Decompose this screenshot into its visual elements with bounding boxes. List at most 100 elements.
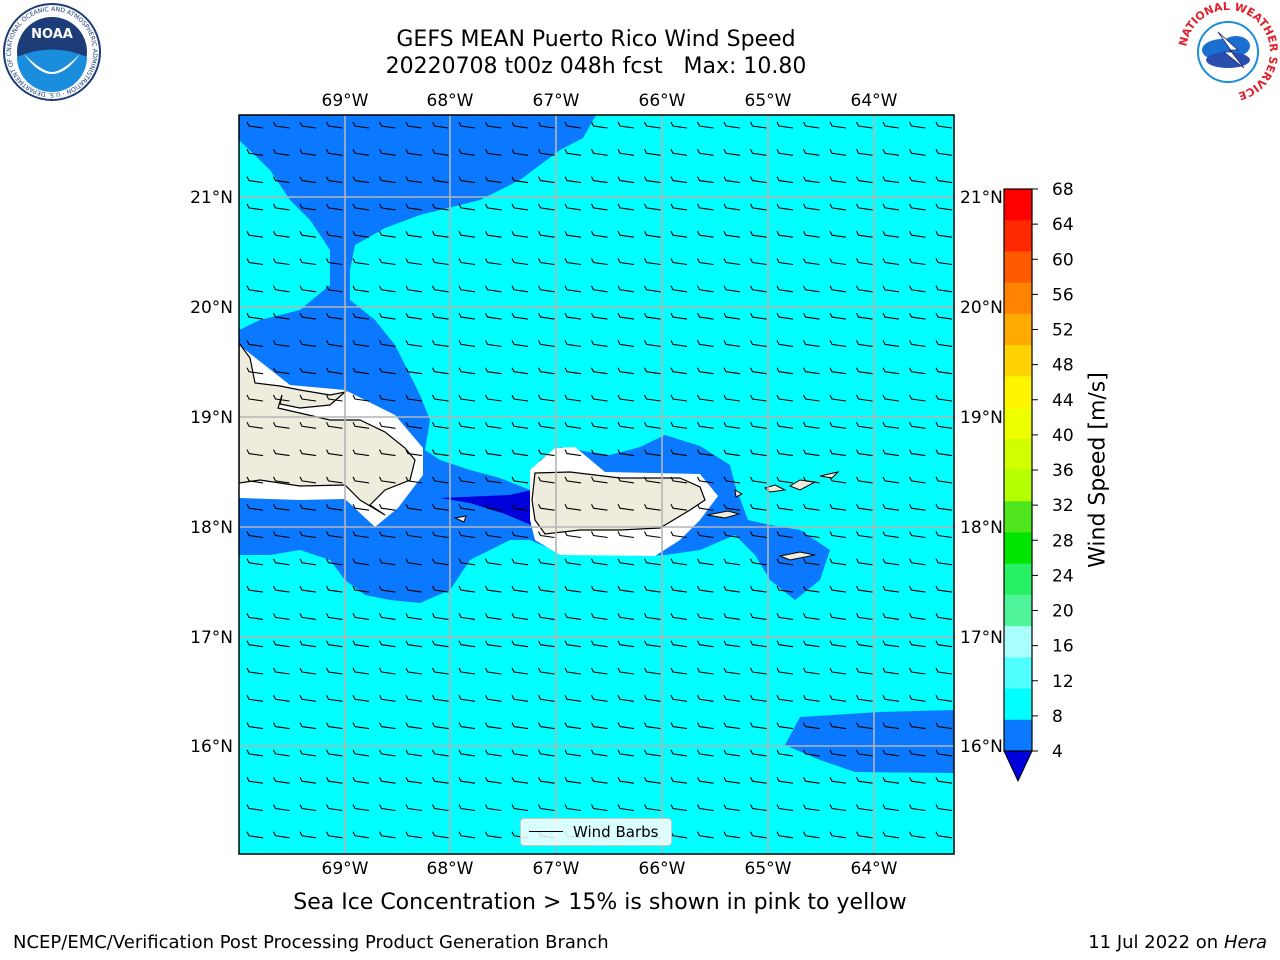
wind-barb <box>829 640 847 648</box>
wind-barb <box>644 776 661 784</box>
wind-barb <box>299 422 317 429</box>
wind-barb <box>697 749 714 757</box>
wind-barb <box>723 804 741 812</box>
lat-label-left: 16°N <box>190 737 233 757</box>
wind-barb <box>750 804 767 812</box>
wind-barb <box>511 422 529 429</box>
wind-barb <box>909 176 926 184</box>
wind-barb <box>379 176 396 184</box>
wind-barb <box>326 558 343 566</box>
wind-barb <box>352 203 370 211</box>
wind-barb <box>591 449 608 457</box>
colorbar-segment <box>1004 594 1032 627</box>
wind-barb <box>776 149 794 156</box>
wind-barb <box>352 695 370 702</box>
wind-barb <box>882 367 900 375</box>
wind-barb <box>485 176 502 184</box>
colorbar-segment <box>1004 313 1032 346</box>
wind-barb <box>803 476 820 484</box>
wind-barb <box>750 121 767 129</box>
wind-barb <box>617 722 635 730</box>
wind-barb <box>617 804 635 812</box>
wind-barb <box>458 230 476 238</box>
wind-barb <box>909 121 926 129</box>
wind-barb <box>697 176 714 184</box>
plot-subtitle: 20220708 t00z 048h fcst Max: 10.80 <box>385 54 807 79</box>
wind-barb <box>776 613 794 620</box>
wind-barb <box>379 667 396 675</box>
wind-barb <box>538 285 555 293</box>
wind-barb <box>326 531 343 539</box>
wind-barb <box>564 149 582 156</box>
wind-barb <box>538 121 555 129</box>
wind-barb <box>803 312 820 320</box>
wind-barb <box>829 749 847 757</box>
wind-barb <box>776 312 794 320</box>
wind-barb <box>485 285 502 293</box>
wind-barb <box>935 230 953 238</box>
wind-barb <box>591 203 608 211</box>
wind-barb <box>803 503 820 511</box>
wind-barb <box>856 585 873 593</box>
wind-barb <box>326 203 343 211</box>
wind-barb <box>723 640 741 648</box>
wind-barb <box>803 640 820 648</box>
wind-barb <box>432 230 449 238</box>
wind-barb <box>803 121 820 129</box>
wind-barb <box>379 585 396 593</box>
wind-barb <box>723 121 741 129</box>
wind-barb <box>856 394 873 402</box>
wind-barb <box>405 422 423 429</box>
wind-barb <box>432 558 449 566</box>
wind-barb <box>299 695 317 702</box>
wind-barb <box>882 503 900 511</box>
colorbar-tick-label: 56 <box>1052 285 1074 305</box>
wind-barb <box>670 585 688 593</box>
wind-barb <box>909 394 926 402</box>
wind-barb <box>644 531 661 539</box>
wind-barb <box>246 394 264 402</box>
wind-barb <box>352 640 370 648</box>
wind-barb <box>644 640 661 648</box>
wind-barb <box>882 340 900 347</box>
wind-barb <box>511 258 529 266</box>
wind-barb <box>273 722 290 730</box>
wind-barb <box>538 230 555 238</box>
colorbar-segment <box>1004 563 1032 596</box>
wind-barb <box>326 176 343 184</box>
wind-barb <box>405 476 423 484</box>
wind-barb <box>485 503 502 511</box>
lat-label-right: 19°N <box>960 408 1003 428</box>
wind-barb <box>882 558 900 566</box>
wind-barb <box>829 831 847 839</box>
wind-barb <box>776 585 794 593</box>
wind-barb <box>750 367 767 375</box>
wind-barb <box>564 749 582 757</box>
colorbar-segment <box>1004 220 1032 253</box>
wind-barb <box>273 367 290 375</box>
wind-barb <box>882 667 900 675</box>
wind-barb <box>352 176 370 184</box>
wind-barb <box>299 558 317 566</box>
wind-barb <box>379 340 396 347</box>
wind-barb <box>723 831 741 839</box>
wind-barb <box>750 258 767 266</box>
wind-barb <box>644 121 661 129</box>
wind-barb <box>644 149 661 156</box>
wind-barb <box>405 394 423 402</box>
wind-barb <box>326 285 343 293</box>
wind-barb <box>935 695 953 702</box>
colorbar-tick-label: 20 <box>1052 602 1074 622</box>
wind-barb <box>591 613 608 620</box>
wind-barb <box>299 176 317 184</box>
wind-barb <box>829 695 847 702</box>
wind-barb <box>856 831 873 839</box>
wind-barb <box>564 503 582 511</box>
wind-barb <box>299 449 317 457</box>
wind-barb <box>750 285 767 293</box>
wind-barb <box>750 695 767 702</box>
footer-date-text: 11 Jul 2022 on <box>1088 932 1224 953</box>
wind-barb <box>458 422 476 429</box>
wind-barb <box>856 340 873 347</box>
colorbar-segment <box>1004 626 1032 658</box>
